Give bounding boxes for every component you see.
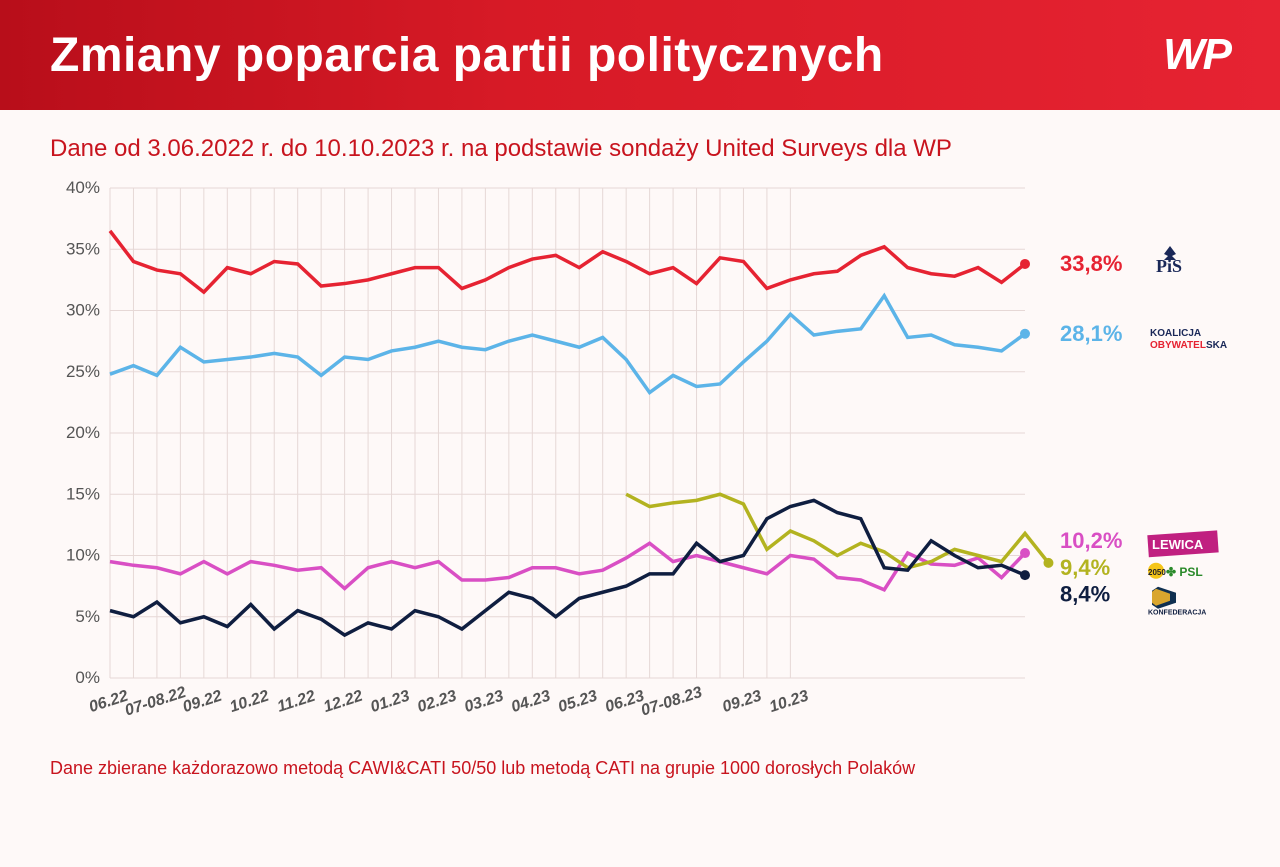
wp-logo: WP — [1163, 30, 1230, 80]
page-title: Zmiany poparcia partii politycznych — [50, 28, 884, 83]
svg-text:OBYWATELSKA: OBYWATELSKA — [1150, 340, 1227, 351]
svg-text:10.23: 10.23 — [767, 687, 810, 716]
svg-text:5%: 5% — [75, 607, 100, 626]
svg-text:07-08.23: 07-08.23 — [639, 684, 704, 720]
svg-text:0%: 0% — [75, 668, 100, 687]
svg-text:30%: 30% — [66, 301, 100, 320]
svg-text:LEWICA: LEWICA — [1152, 537, 1204, 552]
svg-text:KONFEDERACJA: KONFEDERACJA — [1148, 610, 1206, 617]
end-value-PiS: 33,8% — [1060, 251, 1122, 276]
svg-text:2050: 2050 — [1148, 568, 1166, 577]
end-value-2050-PSL: 9,4% — [1060, 555, 1110, 580]
svg-text:06.22: 06.22 — [87, 687, 130, 716]
svg-text:10%: 10% — [66, 546, 100, 565]
svg-text:20%: 20% — [66, 423, 100, 442]
svg-text:12.22: 12.22 — [322, 687, 365, 716]
svg-text:07-08.22: 07-08.22 — [123, 684, 188, 720]
svg-text:10.22: 10.22 — [228, 687, 271, 716]
svg-text:06.23: 06.23 — [603, 687, 646, 716]
svg-text:40%: 40% — [66, 178, 100, 197]
line-chart: 0%5%10%15%20%25%30%35%40%06.2207-08.2209… — [50, 178, 1230, 738]
subtitle: Dane od 3.06.2022 r. do 10.10.2023 r. na… — [0, 110, 1280, 178]
svg-text:01.23: 01.23 — [368, 687, 411, 716]
chart-container: 0%5%10%15%20%25%30%35%40%06.2207-08.2209… — [50, 178, 1230, 738]
svg-text:11.22: 11.22 — [275, 688, 317, 716]
end-value-Lewica: 10,2% — [1060, 528, 1122, 553]
footnote: Dane zbierane każdorazowo metodą CAWI&CA… — [0, 738, 1280, 779]
end-value-KO: 28,1% — [1060, 321, 1122, 346]
svg-text:✤ PSL: ✤ PSL — [1166, 565, 1203, 579]
svg-text:09.23: 09.23 — [720, 687, 763, 716]
svg-text:03.23: 03.23 — [462, 687, 505, 716]
svg-text:35%: 35% — [66, 239, 100, 258]
svg-text:15%: 15% — [66, 484, 100, 503]
svg-text:25%: 25% — [66, 362, 100, 381]
svg-text:05.23: 05.23 — [556, 687, 599, 716]
header-bar: Zmiany poparcia partii politycznych WP — [0, 0, 1280, 110]
svg-text:09.22: 09.22 — [181, 687, 224, 716]
end-value-Konfederacja: 8,4% — [1060, 582, 1110, 607]
svg-text:KOALICJA: KOALICJA — [1150, 328, 1201, 339]
svg-text:04.23: 04.23 — [509, 687, 552, 716]
svg-text:02.23: 02.23 — [415, 687, 458, 716]
